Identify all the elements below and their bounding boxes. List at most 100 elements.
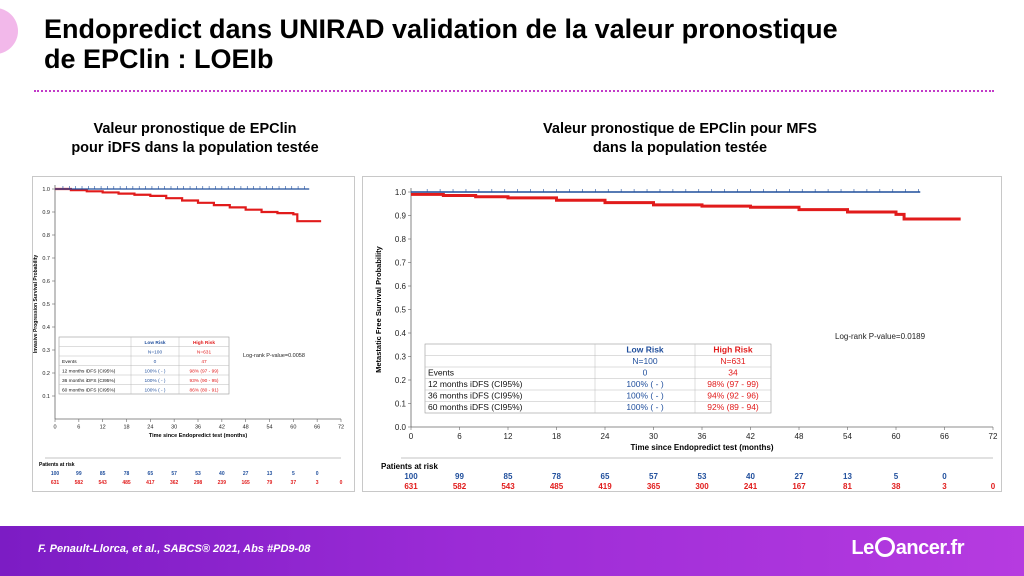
at-risk-high: 167 [792, 482, 806, 491]
table-header: Low Risk [626, 345, 664, 355]
at-risk-low: 57 [649, 472, 658, 481]
table-cell: 92% (89 - 94) [707, 402, 759, 412]
table-cell: N=100 [148, 350, 163, 356]
at-risk-label: Patients at risk [39, 462, 75, 468]
at-risk-high: 38 [892, 482, 901, 491]
table-cell: 60 months iDFS (CI95%) [62, 388, 116, 394]
y-tick-label: 0.6 [395, 282, 407, 291]
at-risk-high: 417 [146, 480, 155, 486]
at-risk-low: 0 [316, 471, 319, 477]
table-cell: 0 [154, 359, 157, 365]
table-cell: 12 months iDFS (CI95%) [428, 379, 523, 389]
at-risk-low: 100 [51, 471, 60, 477]
y-axis-label: Invasive Progression Survival Probabilit… [33, 255, 39, 354]
table-header: High Risk [193, 340, 215, 346]
log-rank-pvalue: Log-rank P-value=0.0058 [243, 353, 305, 359]
table-cell: 98% (97 - 99) [189, 369, 218, 375]
at-risk-low: 0 [942, 472, 947, 481]
x-tick-label: 6 [457, 432, 462, 441]
table-cell: 100% ( - ) [626, 402, 663, 412]
x-tick-label: 12 [504, 432, 513, 441]
table-cell: 60 months iDFS (CI95%) [428, 402, 523, 412]
at-risk-high: 79 [267, 480, 273, 486]
at-risk-low: 40 [219, 471, 225, 477]
at-risk-label: Patients at risk [381, 462, 438, 471]
at-risk-high: 3 [942, 482, 947, 491]
x-tick-label: 24 [601, 432, 610, 441]
at-risk-high: 300 [695, 482, 709, 491]
x-axis-label: Time since Endopredict test (months) [631, 443, 774, 452]
x-tick-label: 24 [147, 425, 153, 431]
at-risk-high: 298 [194, 480, 203, 486]
high-risk-curve [55, 187, 322, 223]
log-rank-pvalue: Log-rank P-value=0.0189 [835, 332, 926, 341]
at-risk-high: 631 [404, 482, 418, 491]
y-tick-label: 0.2 [42, 371, 50, 377]
at-risk-high: 0 [991, 482, 996, 491]
table-cell: 100% ( - ) [626, 391, 663, 401]
at-risk-low: 78 [552, 472, 561, 481]
at-risk-low: 65 [601, 472, 610, 481]
logo-ring-icon [874, 537, 895, 557]
table-cell: 100% ( - ) [144, 388, 165, 394]
y-tick-label: 0.1 [42, 394, 50, 400]
footer-bar: F. Penault-Llorca, et al., SABCS® 2021, … [0, 526, 1024, 576]
x-tick-label: 42 [746, 432, 755, 441]
y-tick-label: 0.4 [42, 325, 50, 331]
at-risk-low: 27 [795, 472, 804, 481]
at-risk-high: 165 [241, 480, 250, 486]
at-risk-high: 239 [218, 480, 227, 486]
x-tick-label: 0 [409, 432, 414, 441]
x-tick-label: 18 [552, 432, 561, 441]
right-panel-heading: Valeur pronostique de EPClin pour MFS da… [543, 121, 817, 156]
at-risk-high: 362 [170, 480, 179, 486]
table-cell: 100% ( - ) [626, 379, 663, 389]
y-tick-label: 0.8 [395, 235, 407, 244]
x-tick-label: 54 [843, 432, 852, 441]
high-risk-curve [411, 192, 961, 221]
table-cell: 100% ( - ) [144, 378, 165, 384]
y-tick-label: 0.6 [42, 279, 50, 285]
y-tick-label: 0.1 [395, 399, 407, 408]
y-tick-label: 1.0 [395, 188, 407, 197]
y-tick-label: 0.0 [395, 423, 407, 432]
table-cell: 36 months iDFS (CI95%) [62, 378, 116, 384]
y-tick-label: 0.3 [42, 348, 50, 354]
x-tick-label: 42 [219, 425, 225, 431]
x-tick-label: 30 [171, 425, 177, 431]
idfs-km-plot: 0.10.20.30.40.50.60.70.80.91.00 6 12 18 24 30… [33, 185, 344, 486]
idfs-chart: 0.1 0.2 0.3 0.4 0.5 0.6 0.7 0.8 0.9 1.0 0 6 12 18 24 30… [32, 176, 355, 492]
table-cell: 94% (92 - 96) [707, 391, 759, 401]
at-risk-high: 485 [550, 482, 564, 491]
y-tick-label: 0.7 [42, 256, 50, 262]
table-cell: 100% ( - ) [144, 369, 165, 375]
at-risk-high: 365 [647, 482, 661, 491]
at-risk-low: 27 [243, 471, 249, 477]
x-tick-label: 66 [940, 432, 949, 441]
at-risk-low: 13 [843, 472, 852, 481]
left-panel-heading: Valeur pronostique de EPClin pour iDFS d… [71, 121, 319, 156]
table-cell: Events [428, 368, 454, 378]
x-tick-label: 6 [77, 425, 80, 431]
x-tick-label: 60 [892, 432, 901, 441]
mfs-chart: 0.0 0.1 0.2 0.3 0.4 0.5 0.6 0.7 0.8 0.9 1.0 0 6 12 18 2… [362, 176, 1002, 492]
at-risk-low: 57 [171, 471, 177, 477]
at-risk-low: 65 [148, 471, 154, 477]
at-risk-high: 543 [98, 480, 107, 486]
y-tick-label: 0.4 [395, 329, 407, 338]
at-risk-high: 485 [122, 480, 131, 486]
at-risk-low: 13 [267, 471, 273, 477]
at-risk-high: 631 [51, 480, 60, 486]
x-tick-label: 18 [123, 425, 129, 431]
x-axis-label: Time since Endopredict test (months) [149, 433, 247, 439]
x-tick-label: 72 [989, 432, 998, 441]
y-axis-label: Metastatic Free Survival Probability [374, 245, 383, 373]
table-cell: 98% (97 - 99) [707, 379, 759, 389]
at-risk-low: 5 [894, 472, 899, 481]
y-tick-label: 0.2 [395, 376, 407, 385]
at-risk-high: 419 [598, 482, 612, 491]
table-cell: 47 [201, 359, 207, 365]
x-tick-label: 72 [338, 425, 344, 431]
y-tick-label: 1.0 [42, 187, 50, 193]
x-tick-label: 60 [290, 425, 296, 431]
